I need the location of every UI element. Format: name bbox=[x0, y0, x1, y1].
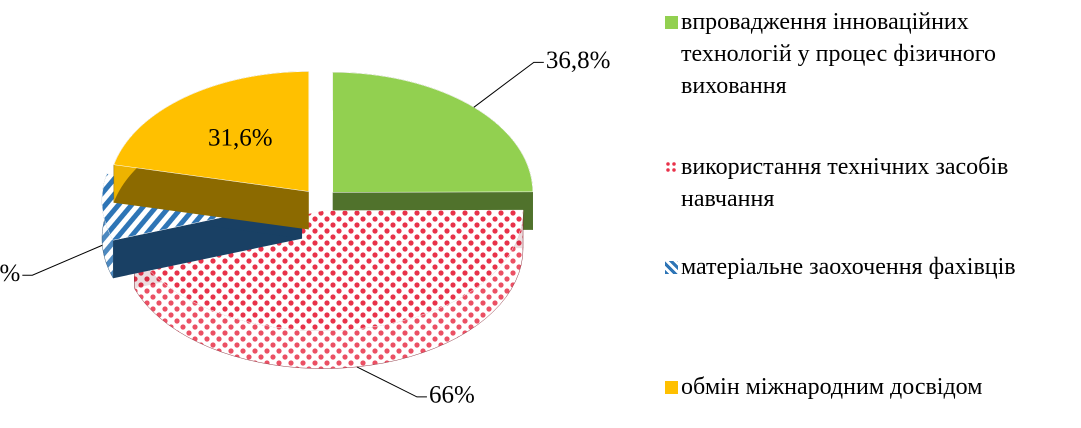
legend-item: впровадження інноваційних технологій у п… bbox=[665, 6, 1075, 102]
leader-line bbox=[473, 61, 544, 108]
leader-line bbox=[356, 366, 427, 398]
data-label: 31,6% bbox=[208, 125, 273, 152]
legend-item: обмін міжнародним досвідом bbox=[665, 371, 1075, 403]
data-label: 13,2% bbox=[0, 260, 20, 287]
legend-label: обмін міжнародним досвідом bbox=[681, 374, 983, 400]
legend-item: використання технічних засобів навчання bbox=[665, 151, 1075, 215]
slice-top bbox=[332, 72, 533, 193]
pie-slice bbox=[332, 72, 533, 231]
legend-label: матеріальне заохочення фахівців bbox=[681, 254, 1016, 280]
legend-swatch bbox=[665, 161, 678, 174]
leader-line bbox=[22, 244, 103, 276]
legend-swatch bbox=[665, 261, 678, 274]
data-label: 66% bbox=[429, 382, 475, 409]
legend-swatch bbox=[665, 381, 678, 394]
data-label: 36,8% bbox=[546, 47, 611, 74]
legend-label: впровадження інноваційних технологій у п… bbox=[681, 9, 996, 99]
slice-side bbox=[113, 164, 309, 230]
legend-item: матеріальне заохочення фахівців bbox=[665, 251, 1075, 283]
pie-area: 36,8% 66% 13,2% 31,6% bbox=[0, 47, 611, 409]
legend-swatch bbox=[665, 16, 678, 29]
legend-label: використання технічних засобів навчання bbox=[681, 154, 1009, 212]
pie-slice bbox=[113, 71, 310, 230]
slice-top bbox=[113, 71, 310, 192]
